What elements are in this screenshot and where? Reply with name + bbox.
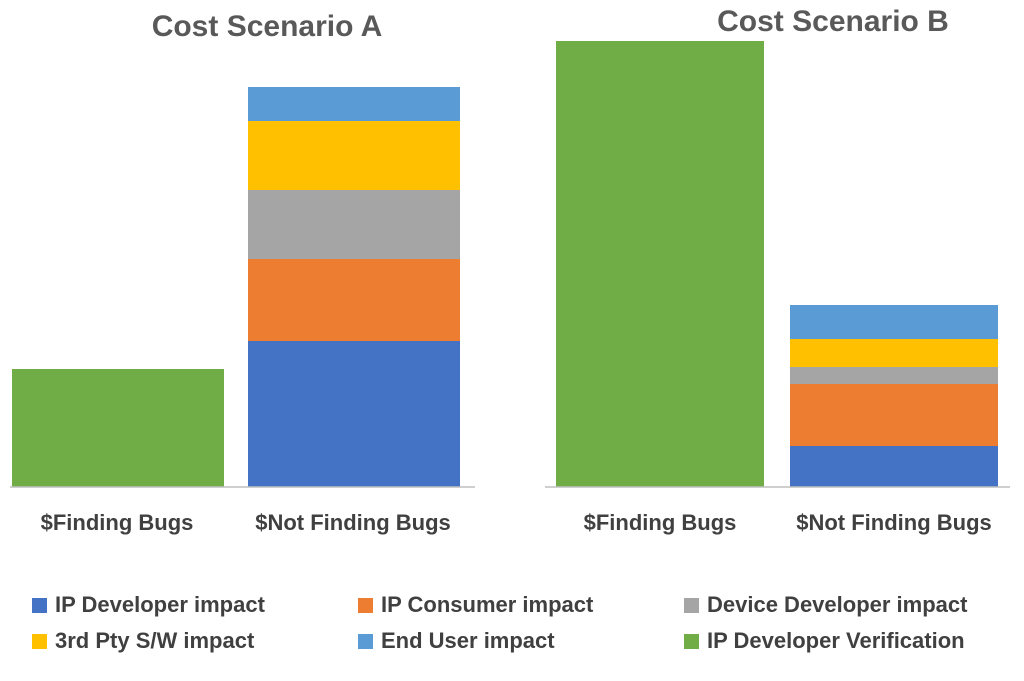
chart-b-bar-not-finding-bugs-ip-developer-impact [790,446,998,487]
chart-a-bar-not-finding-bugs-device-developer-impact [248,190,460,259]
legend-label: IP Consumer impact [381,592,594,617]
chart-a-title: Cost Scenario A [152,10,383,43]
legend-swatch [684,597,699,613]
chart-legend: IP Developer impact IP Consumer impact D… [0,588,1024,668]
legend-swatch [358,633,373,649]
chart-b-bar-finding-bugs-ip-developer-verification [556,41,764,487]
legend-item-end-user-impact: End User impact [358,626,555,656]
legend-item-device-developer-impact: Device Developer impact [684,590,967,620]
legend-label: End User impact [381,628,555,653]
legend-swatch [684,633,699,649]
legend-item-ip-developer-impact: IP Developer impact [32,590,265,620]
chart-b-title: Cost Scenario B [717,5,949,38]
chart-b: Cost Scenario B $Finding Bugs $Not Findi… [545,5,1010,535]
legend-label: IP Developer Verification [707,628,965,653]
chart-b-bar-not-finding-bugs-ip-consumer-impact [790,384,998,446]
legend-label: Device Developer impact [707,592,968,617]
chart-b-tick-0: $Finding Bugs [584,510,737,535]
chart-a-bar-not-finding-bugs-ip-consumer-impact [248,259,460,341]
chart-a-bar-not-finding-bugs-end-user-impact [248,87,460,121]
legend-swatch [32,633,47,649]
legend-swatch [32,597,47,613]
chart-b-bars [556,41,998,487]
chart-a-tick-0: $Finding Bugs [41,510,194,535]
legend-swatch [358,597,373,613]
chart-a-bar-not-finding-bugs-ip-developer-impact [248,341,460,487]
charts-canvas: Cost Scenario A $Finding Bugs $Not Findi… [10,5,1010,535]
legend-item-ip-consumer-impact: IP Consumer impact [358,590,593,620]
chart-b-bar-not-finding-bugs-3rd-pty-s-w-impact [790,339,998,367]
chart-a-bar-finding-bugs-ip-developer-verification [12,369,224,487]
chart-b-bar-not-finding-bugs-end-user-impact [790,305,998,339]
chart-a-bar-not-finding-bugs-3rd-pty-s-w-impact [248,121,460,190]
legend-item-3rd-pty-sw-impact: 3rd Pty S/W impact [32,626,254,656]
chart-a: Cost Scenario A $Finding Bugs $Not Findi… [10,10,475,535]
chart-b-tick-1: $Not Finding Bugs [796,510,992,535]
legend-label: IP Developer impact [55,592,265,617]
chart-b-bar-not-finding-bugs-device-developer-impact [790,367,998,384]
legend-item-ip-developer-verification: IP Developer Verification [684,626,965,656]
chart-a-tick-1: $Not Finding Bugs [255,510,451,535]
legend-label: 3rd Pty S/W impact [55,628,255,653]
chart-a-bars [12,87,460,487]
